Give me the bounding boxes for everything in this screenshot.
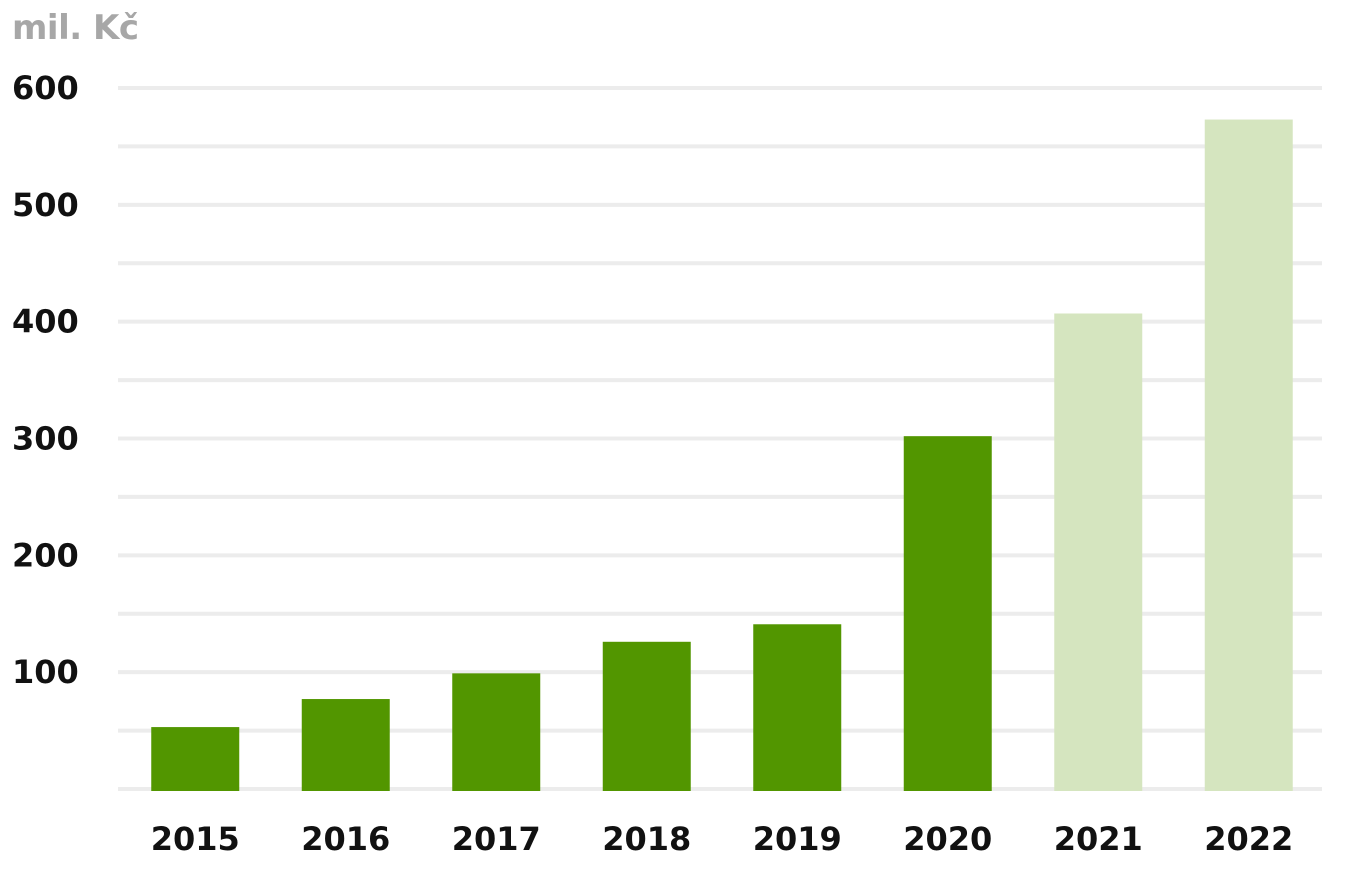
x-tick-label: 2020 — [903, 820, 992, 858]
y-tick-label: 100 — [12, 653, 79, 691]
bar-2020 — [903, 436, 992, 791]
y-tick-label: 300 — [12, 420, 79, 458]
bar-2016 — [301, 699, 390, 791]
bar-2015 — [151, 727, 240, 791]
x-tick-label: 2018 — [602, 820, 691, 858]
x-tick-label: 2021 — [1054, 820, 1143, 858]
x-tick-label: 2019 — [753, 820, 842, 858]
bars — [151, 119, 1293, 792]
x-tick-label: 2022 — [1204, 820, 1293, 858]
y-axis-ticks: 100 200 300 400 500 600 — [12, 69, 79, 691]
bar-2019 — [753, 624, 842, 791]
y-tick-label: 600 — [12, 69, 79, 107]
gridlines — [118, 86, 1322, 791]
bar-2017 — [452, 673, 541, 791]
y-tick-label: 400 — [12, 303, 79, 341]
x-tick-label: 2016 — [301, 820, 390, 858]
y-tick-label: 500 — [12, 186, 79, 224]
x-tick-label: 2017 — [452, 820, 541, 858]
bar-2018 — [602, 641, 691, 791]
x-tick-label: 2015 — [151, 820, 240, 858]
y-axis-unit-label: mil. Kč — [12, 8, 139, 48]
bar-2022 — [1204, 119, 1293, 792]
bar-2021 — [1054, 313, 1143, 791]
y-tick-label: 200 — [12, 536, 79, 574]
x-axis-ticks: 2015 2016 2017 2018 2019 2020 2021 2022 — [151, 820, 1294, 858]
